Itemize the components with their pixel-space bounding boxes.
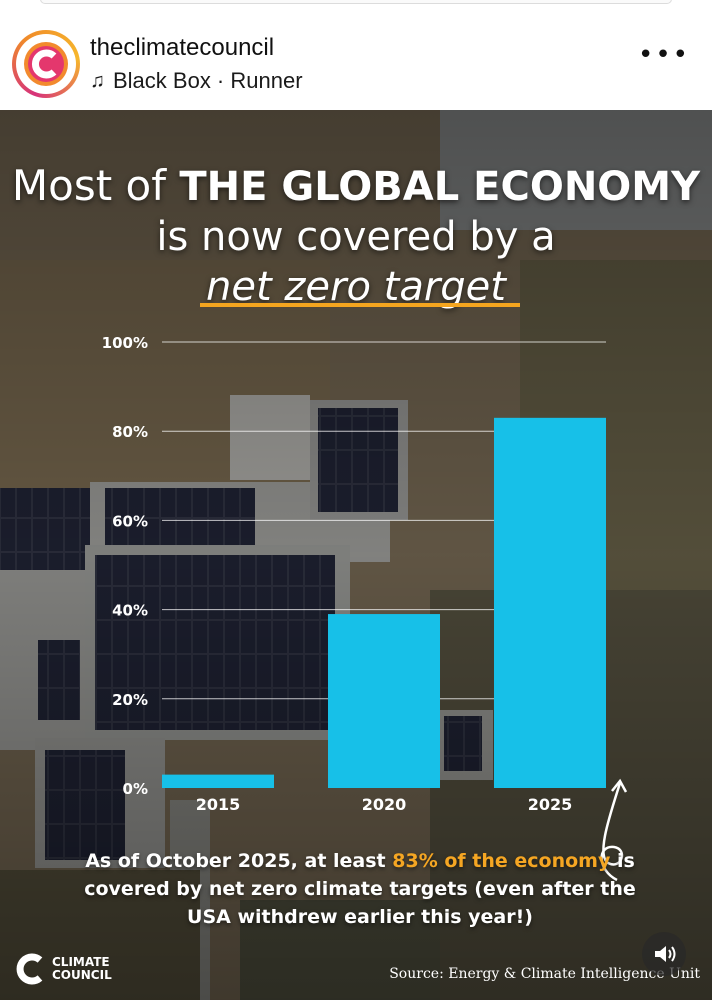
headline-prefix: Most of	[11, 161, 180, 210]
caption-part2: is covered by net zero climate targets (…	[84, 850, 636, 928]
x-tick-label: 2015	[196, 795, 241, 814]
avatar[interactable]	[12, 30, 80, 98]
caption-highlight: 83% of the economy	[392, 850, 611, 872]
post-image[interactable]: Most of THE GLOBAL ECONOMY is now covere…	[0, 110, 712, 1000]
bar-chart: 0% 20% 40% 60% 80% 100% 2015 2020 2025	[102, 334, 606, 814]
username[interactable]: theclimatecouncil	[90, 34, 275, 61]
source-note: Source: Energy & Climate Intelligence Un…	[389, 966, 700, 982]
curly-arrow-icon	[600, 778, 628, 882]
caption-part1: As of October 2025, at least	[85, 850, 393, 872]
brand-line1: CLIMATE	[52, 955, 110, 969]
x-tick-label: 2025	[528, 795, 573, 814]
y-tick-label: 80%	[112, 423, 148, 441]
headline-bold: THE GLOBAL ECONOMY	[179, 164, 701, 210]
headline-line3: net zero target	[206, 264, 506, 310]
brand-line2: COUNCIL	[52, 968, 112, 982]
bar-2015	[162, 774, 274, 788]
y-tick-label: 0%	[123, 780, 148, 798]
speaker-icon	[655, 946, 676, 962]
bar-2025	[494, 417, 606, 788]
y-tick-label: 20%	[112, 691, 148, 709]
caption: As of October 2025, at least 83% of the …	[60, 847, 660, 931]
aerial-background-photo	[0, 110, 712, 1000]
y-tick-label: 40%	[112, 602, 148, 620]
post-header: theclimatecouncil ♫ Black Box · Runner •…	[0, 20, 712, 110]
climate-council-brand: CLIMATE COUNCIL	[14, 952, 112, 986]
headline-line2: is now covered by a	[156, 214, 556, 260]
climate-council-c-icon	[16, 953, 43, 985]
climate-council-logo-icon	[24, 42, 68, 86]
y-tick-label: 100%	[102, 334, 148, 352]
y-tick-label: 60%	[112, 512, 148, 530]
headline-underline	[200, 303, 520, 307]
bar-2020	[328, 614, 440, 788]
music-note-icon: ♫	[90, 69, 105, 92]
audio-track[interactable]: ♫ Black Box · Runner	[90, 68, 303, 94]
previous-post-edge	[40, 0, 672, 4]
headline: Most of THE GLOBAL ECONOMY is now covere…	[0, 160, 712, 313]
audio-label: Black Box · Runner	[113, 68, 303, 93]
mute-toggle-button[interactable]	[642, 932, 686, 976]
x-tick-label: 2020	[362, 795, 407, 814]
more-options-button[interactable]: •••	[637, 40, 690, 70]
